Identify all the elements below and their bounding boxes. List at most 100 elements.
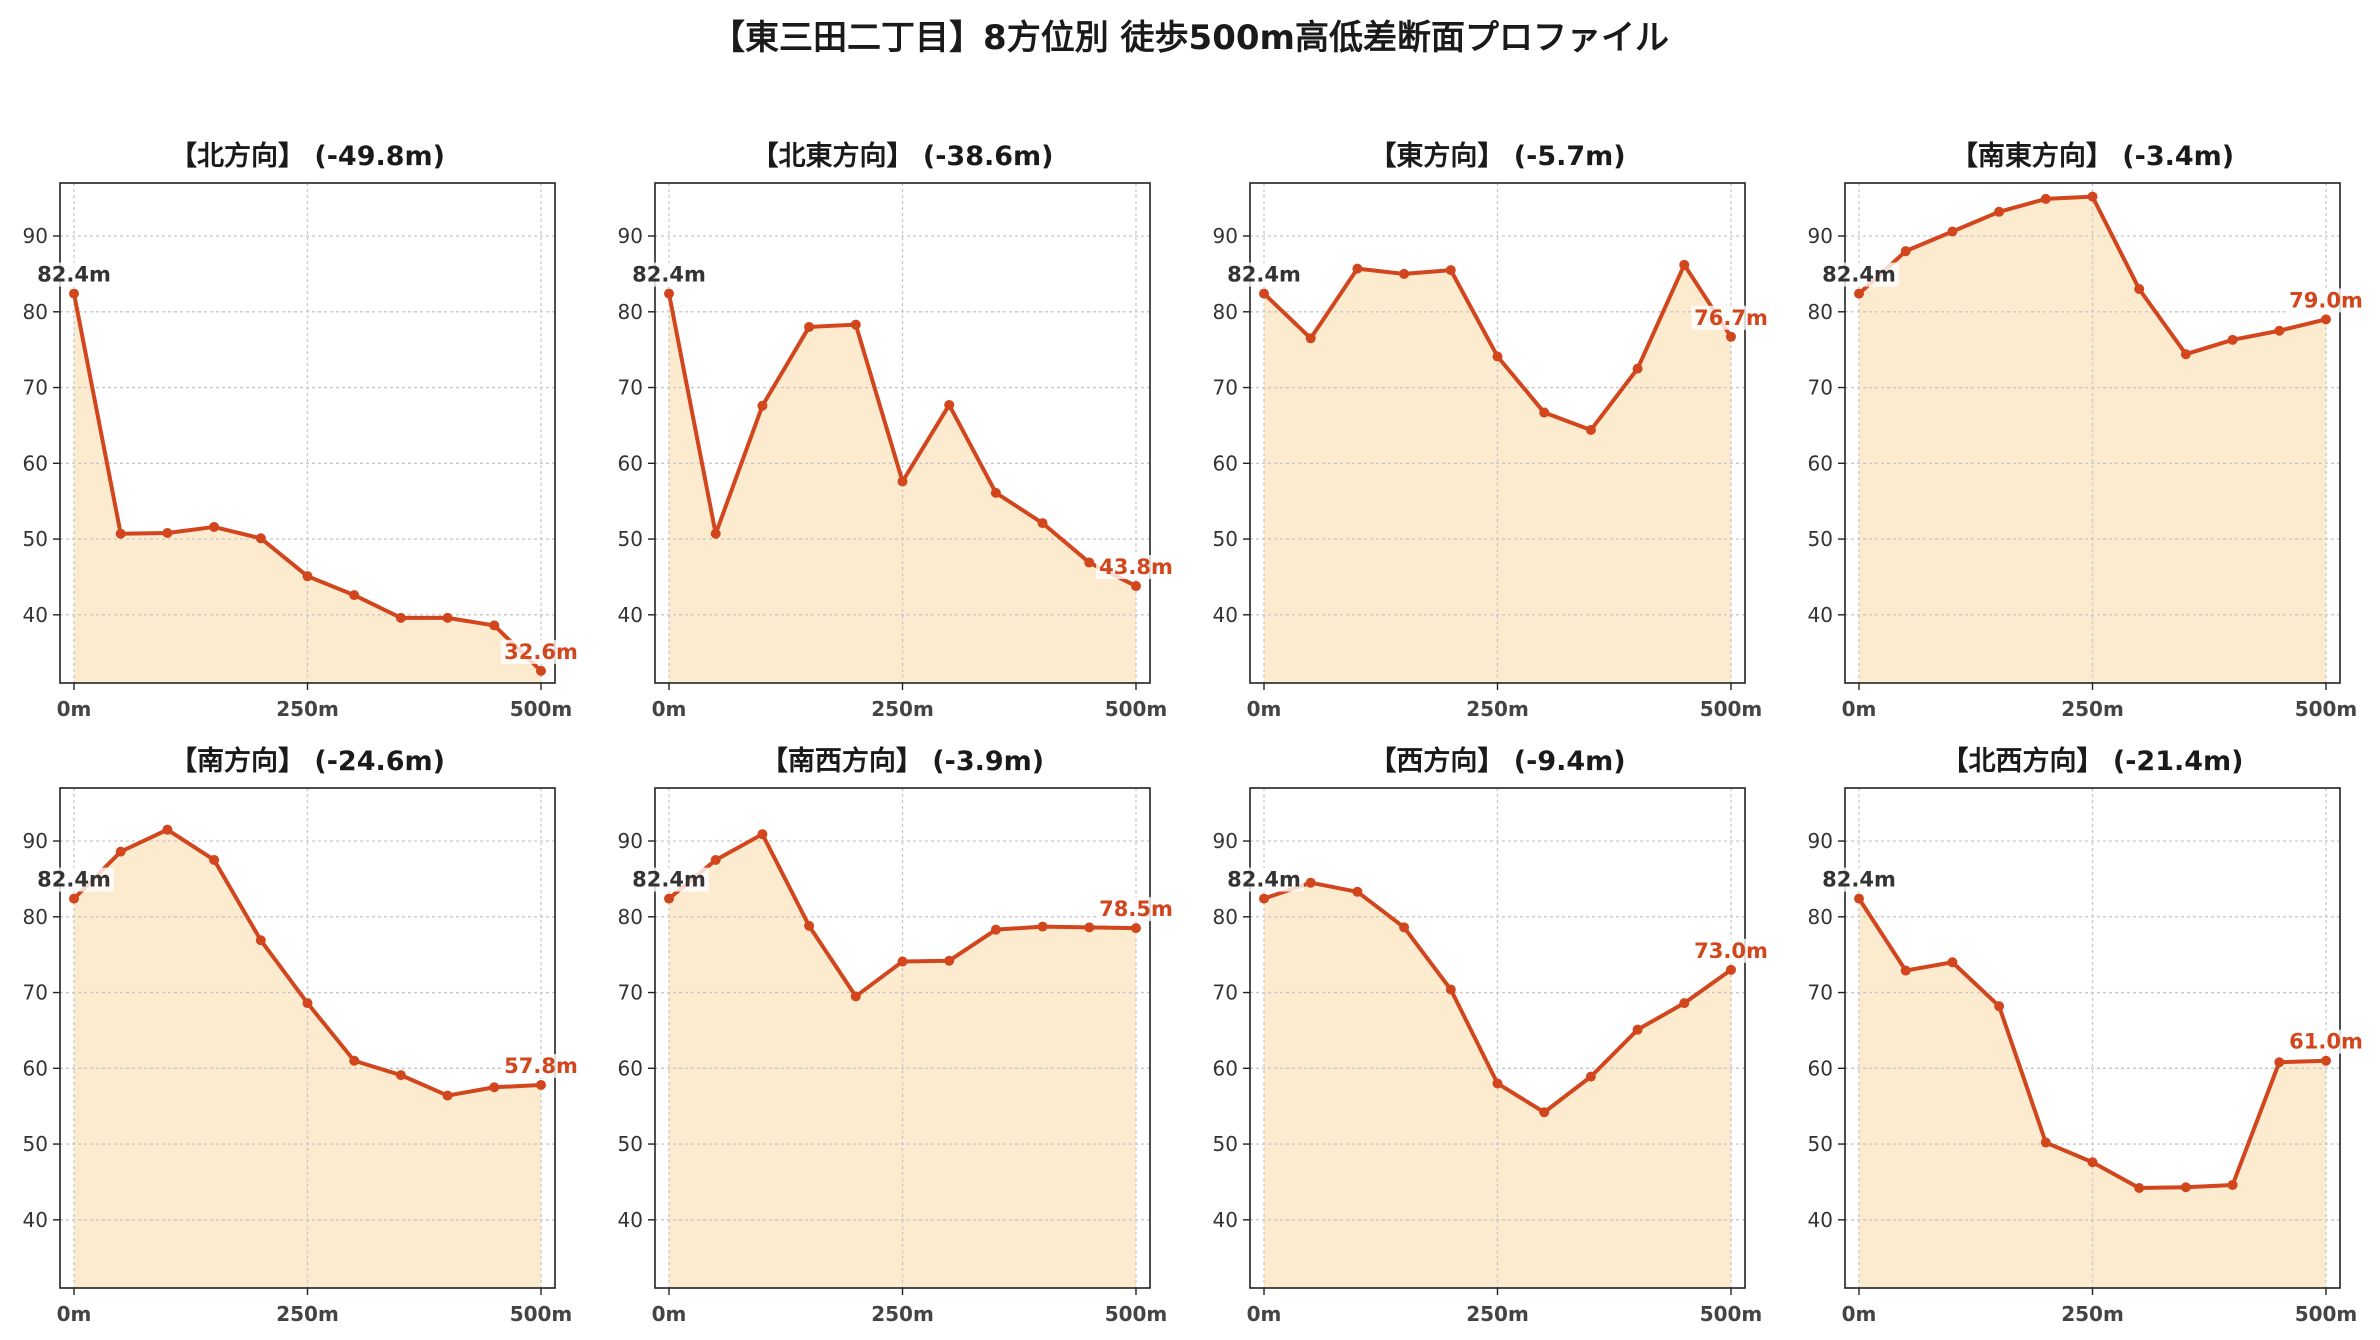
end-elevation-label: 61.0m: [2289, 1030, 2363, 1054]
start-elevation-label: 82.4m: [37, 868, 111, 892]
data-point: [850, 991, 861, 1002]
start-elevation-label: 82.4m: [1227, 263, 1301, 287]
data-point: [489, 620, 500, 631]
panel-7: 【北西方向】 (-21.4m) 40 50 60 70 80 90 0m 250m 500m 82.…: [1808, 745, 2366, 1326]
x-tick-label: 500m: [1105, 1302, 1168, 1326]
y-tick-label: 60: [23, 451, 48, 475]
panel-title: 【北西方向】 (-21.4m): [1941, 745, 2243, 777]
data-point: [1037, 921, 1048, 932]
data-point: [349, 1055, 360, 1066]
x-tick-label: 250m: [276, 697, 339, 721]
data-point: [115, 528, 126, 539]
data-point: [2087, 1157, 2098, 1168]
elevation-area: [74, 293, 541, 683]
y-tick-label: 50: [618, 1132, 643, 1156]
x-tick-label: 500m: [510, 1302, 573, 1326]
y-tick-label: 60: [1213, 451, 1238, 475]
data-point: [2040, 1137, 2051, 1148]
y-tick-label: 60: [1213, 1056, 1238, 1080]
data-point: [1305, 333, 1316, 344]
end-label-bg: [1096, 897, 1176, 922]
panel-title: 【東方向】 (-5.7m): [1369, 140, 1625, 172]
y-tick-label: 40: [1808, 1208, 1833, 1232]
y-tick-label: 80: [1213, 300, 1238, 324]
data-point: [442, 612, 453, 623]
y-tick-label: 50: [23, 527, 48, 551]
x-tick-label: 0m: [57, 1302, 92, 1326]
data-point: [990, 924, 1001, 935]
x-tick-label: 250m: [2061, 697, 2124, 721]
data-point: [115, 846, 126, 857]
y-tick-label: 40: [618, 1208, 643, 1232]
x-tick-label: 0m: [1247, 697, 1282, 721]
panel-6: 【西方向】 (-9.4m) 40 50 60 70 80 90 0m 250m 500m 82.4m…: [1213, 745, 1771, 1326]
start-label-bg: [34, 262, 114, 287]
y-tick-label: 40: [23, 603, 48, 627]
panel-2: 【東方向】 (-5.7m) 40 50 60 70 80 90 0m 250m 500m 82.4m…: [1213, 140, 1771, 721]
data-point: [1259, 893, 1270, 904]
x-tick-label: 0m: [652, 697, 687, 721]
x-tick-label: 0m: [1842, 697, 1877, 721]
y-tick-label: 40: [1213, 603, 1238, 627]
panel-title: 【西方向】 (-9.4m): [1369, 745, 1625, 777]
data-point: [1084, 922, 1095, 933]
end-label-bg: [2286, 288, 2366, 313]
data-point: [850, 319, 861, 330]
x-tick-label: 250m: [1466, 697, 1529, 721]
data-point: [757, 829, 768, 840]
data-point: [2180, 1182, 2191, 1193]
start-label-bg: [629, 867, 709, 892]
data-point: [710, 854, 721, 865]
data-point: [349, 590, 360, 601]
data-point: [1900, 965, 1911, 976]
data-point: [897, 956, 908, 967]
data-point: [2320, 314, 2331, 325]
start-label-bg: [34, 867, 114, 892]
data-point: [1259, 288, 1270, 299]
y-tick-label: 50: [23, 1132, 48, 1156]
y-tick-label: 60: [1808, 1056, 1833, 1080]
y-tick-label: 80: [23, 905, 48, 929]
y-tick-label: 90: [1213, 829, 1238, 853]
data-point: [710, 528, 721, 539]
start-elevation-label: 82.4m: [1822, 868, 1896, 892]
panel-1: 【北東方向】 (-38.6m) 40 50 60 70 80 90 0m 250m 500m 82.…: [618, 140, 1176, 721]
data-point: [209, 854, 220, 865]
x-tick-label: 500m: [2295, 697, 2358, 721]
data-point: [1679, 998, 1690, 1009]
data-point: [2274, 325, 2285, 336]
start-elevation-label: 82.4m: [632, 868, 706, 892]
start-label-bg: [1819, 867, 1899, 892]
end-elevation-label: 57.8m: [504, 1054, 578, 1078]
data-point: [1854, 288, 1865, 299]
data-point: [1539, 407, 1550, 418]
data-point: [255, 935, 266, 946]
panel-5: 【南西方向】 (-3.9m) 40 50 60 70 80 90 0m 250m 500m 82.4…: [618, 745, 1176, 1326]
panel-0: 【北方向】 (-49.8m) 40 50 60 70 80 90 0m 250m 500m 82.4…: [23, 140, 581, 721]
data-point: [302, 571, 313, 582]
x-tick-label: 250m: [871, 1302, 934, 1326]
y-tick-label: 90: [618, 224, 643, 248]
data-point: [2040, 193, 2051, 204]
data-point: [2227, 1179, 2238, 1190]
x-tick-label: 250m: [871, 697, 934, 721]
start-elevation-label: 82.4m: [632, 263, 706, 287]
data-point: [1585, 424, 1596, 435]
data-point: [442, 1090, 453, 1101]
data-point: [1900, 246, 1911, 257]
end-label-bg: [1691, 938, 1771, 963]
y-tick-label: 80: [618, 300, 643, 324]
x-tick-label: 0m: [1247, 1302, 1282, 1326]
x-tick-label: 250m: [2061, 1302, 2124, 1326]
data-point: [2180, 349, 2191, 360]
data-point: [302, 998, 313, 1009]
data-point: [162, 528, 173, 538]
end-elevation-label: 76.7m: [1694, 306, 1768, 330]
data-point: [2227, 334, 2238, 345]
y-tick-label: 80: [1808, 905, 1833, 929]
start-label-bg: [629, 262, 709, 287]
data-point: [1632, 363, 1643, 374]
panel-3: 【南東方向】 (-3.4m) 40 50 60 70 80 90 0m 250m 500m 82.4…: [1808, 140, 2366, 721]
y-tick-label: 70: [1808, 981, 1833, 1005]
data-point: [535, 1079, 546, 1090]
